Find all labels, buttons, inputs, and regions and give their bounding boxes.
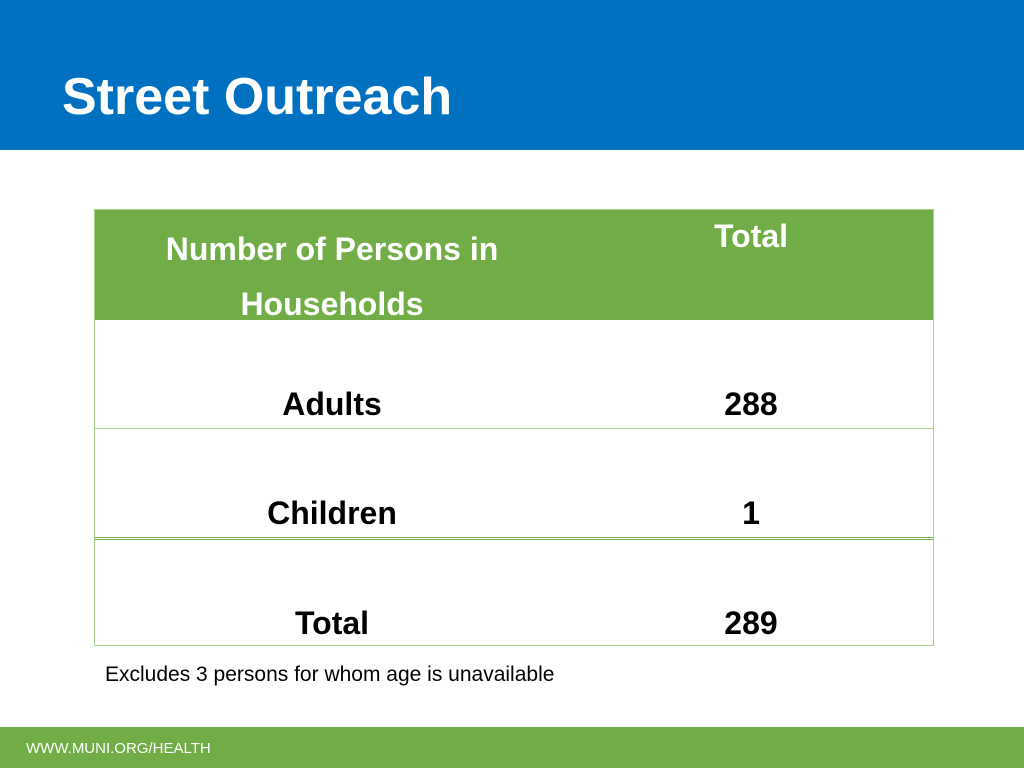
footnote: Excludes 3 persons for whom age is unava… (105, 663, 555, 686)
slide-title: Street Outreach (62, 68, 453, 126)
header-band: Street Outreach (0, 0, 1024, 150)
table-header-row: Number of Persons in Households Total (95, 210, 933, 322)
row-value-adults: 288 (724, 386, 778, 422)
row-label-children: Children (267, 495, 397, 531)
table-row-total: Total 289 (95, 539, 933, 647)
column-header-total: Total (713, 218, 789, 254)
row-value-total: 289 (724, 605, 778, 641)
column-header-persons: Number of Persons in Households (165, 231, 499, 322)
footer-band: WWW.MUNI.ORG/HEALTH (0, 727, 1024, 768)
table-row-adults: Adults 288 (95, 320, 933, 429)
row-value-children: 1 (742, 495, 760, 531)
footer-url: WWW.MUNI.ORG/HEALTH (26, 740, 211, 757)
table-row-children: Children 1 (95, 429, 933, 540)
row-label-total: Total (294, 605, 370, 641)
persons-table: Number of Persons in Households Total Ad… (94, 209, 934, 646)
row-label-adults: Adults (282, 386, 382, 422)
